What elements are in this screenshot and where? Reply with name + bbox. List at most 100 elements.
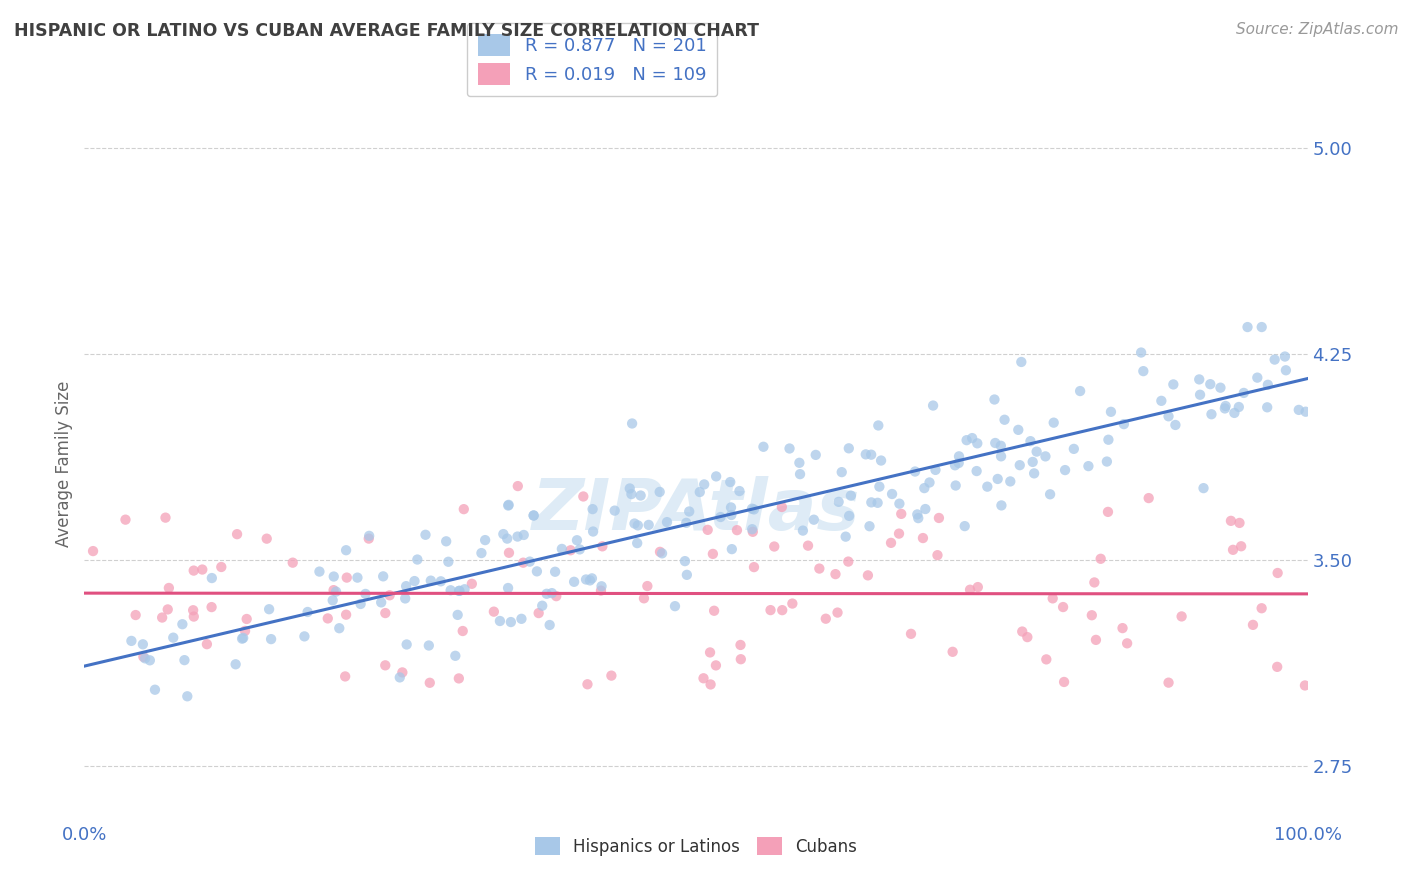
Point [589,583,612,598]
Point [868,480,890,494]
Text: ZIPAtlas: ZIPAtlas [531,476,860,545]
Point [395,579,418,593]
Point [538,618,561,632]
Point [1213,401,1236,416]
Point [837,555,859,569]
Point [721,542,744,557]
Point [406,552,429,566]
Point [924,463,946,477]
Point [506,530,529,544]
Point [725,523,748,537]
Point [470,546,492,560]
Point [730,638,752,652]
Point [718,475,741,489]
Point [779,442,801,456]
Point [960,431,983,445]
Point [370,595,392,609]
Point [630,489,652,503]
Point [797,539,820,553]
Point [139,653,162,667]
Point [664,599,686,614]
Point [1054,463,1077,477]
Point [449,583,471,598]
Point [904,465,927,479]
Point [572,490,595,504]
Point [394,591,416,606]
Point [866,496,889,510]
Point [1256,401,1278,415]
Point [260,632,283,646]
Point [434,534,457,549]
Point [696,523,718,537]
Point [173,653,195,667]
Point [699,677,721,691]
Point [378,588,401,602]
Point [1295,405,1317,419]
Point [1130,345,1153,359]
Point [621,417,644,431]
Point [209,560,232,574]
Point [1035,652,1057,666]
Point [415,528,437,542]
Point [183,609,205,624]
Point [678,504,700,518]
Point [633,591,655,606]
Point [752,440,775,454]
Point [627,518,650,533]
Point [831,465,853,479]
Point [333,669,356,683]
Point [693,477,716,491]
Point [560,543,582,558]
Point [354,587,377,601]
Point [453,582,475,597]
Point [1250,601,1272,615]
Point [82,544,104,558]
Point [388,670,411,684]
Point [512,528,534,542]
Point [953,519,976,533]
Point [948,456,970,470]
Point [912,481,935,495]
Point [336,571,359,585]
Point [157,581,180,595]
Point [143,682,166,697]
Point [741,522,763,536]
Point [536,587,558,601]
Legend: Hispanics or Latinos, Cubans: Hispanics or Latinos, Cubans [529,830,863,863]
Point [134,651,156,665]
Point [1052,600,1074,615]
Point [922,399,945,413]
Point [742,502,765,516]
Point [905,508,928,522]
Point [496,499,519,513]
Point [1008,458,1031,472]
Point [150,610,173,624]
Point [120,633,142,648]
Point [1017,630,1039,644]
Point [770,500,793,514]
Text: Source: ZipAtlas.com: Source: ZipAtlas.com [1236,22,1399,37]
Point [636,579,658,593]
Point [675,516,697,530]
Point [983,392,1005,407]
Point [770,603,793,617]
Point [827,495,849,509]
Point [322,569,344,583]
Point [763,540,786,554]
Point [1267,566,1289,580]
Point [233,624,256,638]
Point [838,442,860,456]
Point [911,531,934,545]
Point [1083,575,1105,590]
Point [673,554,696,568]
Point [834,530,856,544]
Point [792,524,814,538]
Point [976,480,998,494]
Point [600,668,623,682]
Point [889,497,911,511]
Point [655,515,678,529]
Point [824,567,846,582]
Point [619,482,641,496]
Point [689,485,711,500]
Point [709,510,731,524]
